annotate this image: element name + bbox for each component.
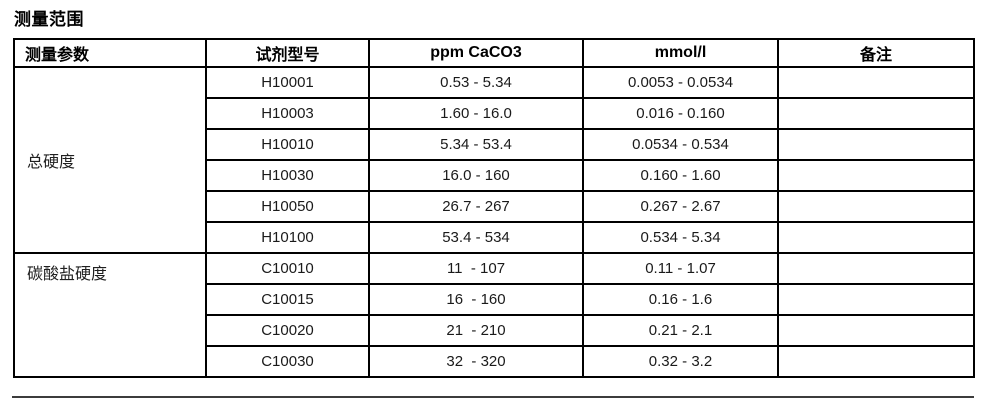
ppm-cell: 5.34 - 53.4 <box>368 128 584 161</box>
group-cell-total-hardness: 总硬度 <box>13 66 207 254</box>
remark-cell <box>777 97 975 130</box>
remark-cell <box>777 190 975 223</box>
model-cell: H10100 <box>205 221 370 254</box>
mmol-cell: 0.11 - 1.07 <box>582 252 779 285</box>
table-row: C10020 21 - 210 0.21 - 2.1 <box>14 314 975 347</box>
header-ppm-caco3: ppm CaCO3 <box>368 38 584 68</box>
ppm-cell: 26.7 - 267 <box>368 190 584 223</box>
page-title: 测量范围 <box>14 10 84 29</box>
model-cell: H10001 <box>205 66 370 99</box>
remark-cell <box>777 283 975 316</box>
table-row: H10100 53.4 - 534 0.534 - 5.34 <box>14 221 975 254</box>
remark-cell <box>777 159 975 192</box>
table-row: H10050 26.7 - 267 0.267 - 2.67 <box>14 190 975 223</box>
model-cell: C10020 <box>205 314 370 347</box>
remark-cell <box>777 221 975 254</box>
page-footer-rule <box>12 396 974 398</box>
measurement-range-table: 测量参数 试剂型号 ppm CaCO3 mmol/l 备注 总硬度 H10001… <box>13 38 975 378</box>
table-row: C10015 16 - 160 0.16 - 1.6 <box>14 283 975 316</box>
table-row: 碳酸盐硬度 C10010 11 - 107 0.11 - 1.07 <box>13 252 975 378</box>
remark-cell <box>777 252 975 285</box>
model-cell: C10010 <box>205 252 370 285</box>
mmol-cell: 0.16 - 1.6 <box>582 283 779 316</box>
group-cell-carbonate-hardness: 碳酸盐硬度 <box>13 252 207 378</box>
mmol-cell: 0.267 - 2.67 <box>582 190 779 223</box>
mmol-cell: 0.0053 - 0.0534 <box>582 66 779 99</box>
table-row: C10030 32 - 320 0.32 - 3.2 <box>14 345 975 378</box>
header-measurement-parameter: 测量参数 <box>13 38 207 68</box>
mmol-cell: 0.21 - 2.1 <box>582 314 779 347</box>
header-mmol-l: mmol/l <box>582 38 779 68</box>
model-cell: H10010 <box>205 128 370 161</box>
ppm-cell: 32 - 320 <box>368 345 584 378</box>
table-row: H10030 16.0 - 160 0.160 - 1.60 <box>14 159 975 192</box>
model-cell: H10050 <box>205 190 370 223</box>
model-cell: H10003 <box>205 97 370 130</box>
table-row: H10003 1.60 - 16.0 0.016 - 0.160 <box>14 97 975 130</box>
table-row: 总硬度 H10001 0.53 - 5.34 0.0053 - 0.0534 <box>13 66 975 254</box>
mmol-cell: 0.160 - 1.60 <box>582 159 779 192</box>
header-reagent-model: 试剂型号 <box>205 38 370 68</box>
ppm-cell: 16 - 160 <box>368 283 584 316</box>
header-row: 测量参数 试剂型号 ppm CaCO3 mmol/l 备注 <box>13 38 975 68</box>
mmol-cell: 0.016 - 0.160 <box>582 97 779 130</box>
ppm-cell: 11 - 107 <box>368 252 584 285</box>
ppm-cell: 0.53 - 5.34 <box>368 66 584 99</box>
remark-cell <box>777 128 975 161</box>
mmol-cell: 0.32 - 3.2 <box>582 345 779 378</box>
model-cell: C10015 <box>205 283 370 316</box>
ppm-cell: 53.4 - 534 <box>368 221 584 254</box>
remark-cell <box>777 66 975 99</box>
model-cell: C10030 <box>205 345 370 378</box>
header-remarks: 备注 <box>777 38 975 68</box>
remark-cell <box>777 314 975 347</box>
ppm-cell: 21 - 210 <box>368 314 584 347</box>
ppm-cell: 1.60 - 16.0 <box>368 97 584 130</box>
ppm-cell: 16.0 - 160 <box>368 159 584 192</box>
mmol-cell: 0.0534 - 0.534 <box>582 128 779 161</box>
remark-cell <box>777 345 975 378</box>
model-cell: H10030 <box>205 159 370 192</box>
mmol-cell: 0.534 - 5.34 <box>582 221 779 254</box>
table-row: H10010 5.34 - 53.4 0.0534 - 0.534 <box>14 128 975 161</box>
